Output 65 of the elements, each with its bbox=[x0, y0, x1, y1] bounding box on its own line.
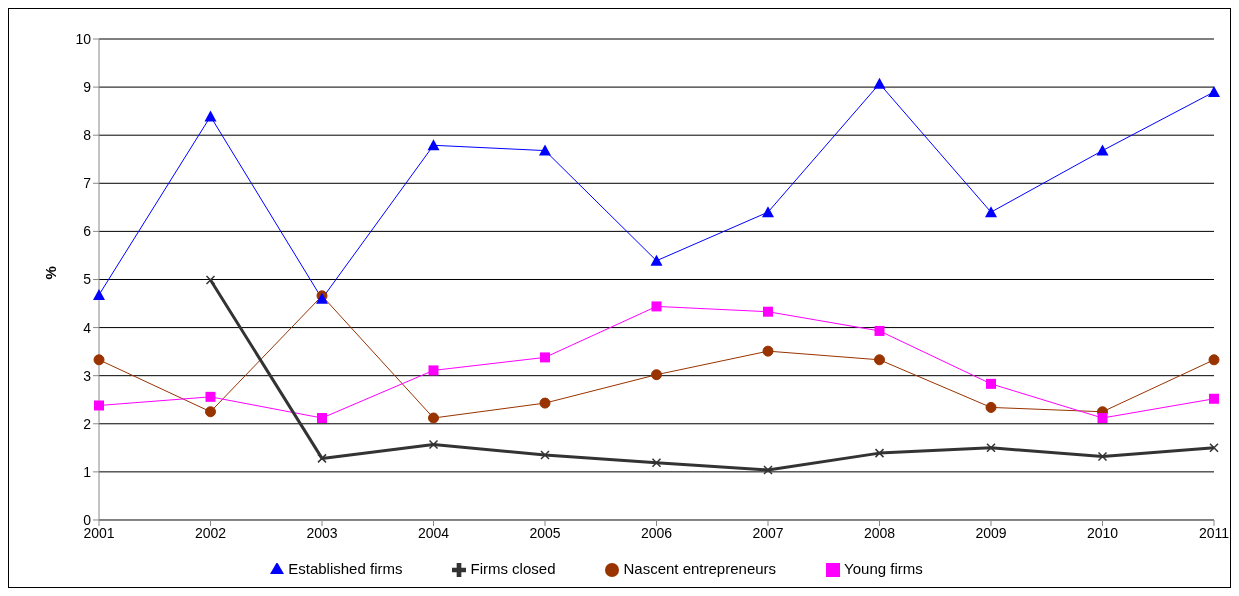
point bbox=[1097, 413, 1108, 423]
point bbox=[1209, 443, 1219, 453]
point bbox=[762, 345, 774, 357]
x-tick-label: 2005 bbox=[529, 524, 561, 541]
x-tick-label: 2003 bbox=[306, 524, 338, 541]
x-tick-label: 2008 bbox=[863, 524, 896, 541]
point bbox=[93, 354, 105, 366]
legend-label: Young firms bbox=[844, 559, 923, 577]
y-tick-label: 1 bbox=[83, 463, 92, 480]
point bbox=[1209, 393, 1219, 404]
y-tick-label: 8 bbox=[83, 127, 92, 144]
x-tick-label: 2002 bbox=[194, 524, 227, 541]
point bbox=[762, 206, 774, 218]
point bbox=[427, 139, 440, 151]
point bbox=[428, 412, 439, 424]
x-tick-label: 2006 bbox=[640, 524, 673, 541]
x-tick-label: 2011 bbox=[1198, 524, 1230, 541]
y-tick-label: 10 bbox=[75, 30, 92, 47]
point bbox=[1096, 144, 1109, 156]
x-tick-label: 2004 bbox=[417, 524, 450, 541]
point bbox=[540, 450, 550, 460]
y-tick-label: 3 bbox=[83, 367, 92, 384]
legend-label: Established firms bbox=[288, 559, 403, 577]
point bbox=[539, 144, 551, 156]
y-tick-label: 7 bbox=[83, 175, 92, 192]
point bbox=[986, 378, 996, 389]
point bbox=[1097, 451, 1108, 462]
y-tick-label: 6 bbox=[83, 223, 92, 240]
point bbox=[763, 306, 773, 317]
y-axis-title: % bbox=[42, 266, 60, 280]
legend-label: Firms closed bbox=[470, 559, 556, 577]
x-tick-label: 2009 bbox=[975, 524, 1007, 541]
point bbox=[651, 301, 662, 312]
point bbox=[205, 275, 216, 285]
x-tick-label: 2007 bbox=[752, 524, 784, 541]
point bbox=[93, 288, 105, 300]
point bbox=[205, 406, 216, 418]
point bbox=[204, 110, 217, 122]
y-tick-label: 9 bbox=[83, 79, 92, 96]
point bbox=[94, 400, 104, 411]
point bbox=[650, 254, 663, 266]
point bbox=[873, 77, 886, 89]
y-tick-label: 4 bbox=[83, 319, 92, 336]
point bbox=[317, 453, 327, 464]
point bbox=[317, 413, 327, 423]
point bbox=[1208, 85, 1220, 97]
point bbox=[651, 457, 662, 468]
point bbox=[985, 206, 997, 218]
point bbox=[539, 397, 551, 409]
point bbox=[874, 325, 885, 336]
x-tick-label: 2010 bbox=[1086, 524, 1119, 541]
point bbox=[874, 448, 885, 458]
point bbox=[651, 369, 662, 381]
point bbox=[428, 365, 439, 376]
y-tick-label: 2 bbox=[83, 415, 92, 432]
point bbox=[1208, 354, 1220, 366]
point bbox=[986, 443, 996, 453]
point bbox=[874, 354, 885, 366]
point bbox=[985, 401, 997, 413]
y-tick-label: 5 bbox=[83, 271, 92, 288]
point bbox=[205, 391, 216, 402]
legend-label: Nascent entrepreneurs bbox=[623, 559, 777, 577]
point bbox=[763, 465, 773, 475]
point bbox=[428, 439, 439, 450]
point bbox=[540, 352, 550, 363]
